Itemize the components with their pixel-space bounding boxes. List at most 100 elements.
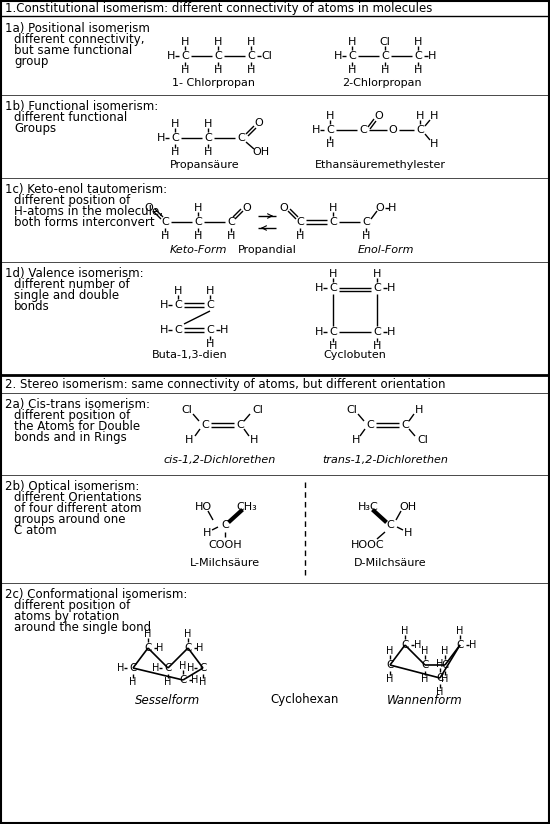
Text: atoms by rotation: atoms by rotation: [14, 610, 119, 623]
Text: H: H: [428, 51, 436, 61]
Text: C: C: [329, 283, 337, 293]
Text: H: H: [199, 677, 207, 687]
Text: H: H: [181, 65, 189, 75]
Text: C: C: [416, 125, 424, 135]
Text: C: C: [386, 660, 394, 670]
Text: C: C: [366, 420, 374, 430]
Text: C: C: [171, 133, 179, 143]
Text: H: H: [204, 147, 212, 157]
Text: H₃C: H₃C: [358, 502, 378, 512]
Text: H: H: [387, 283, 395, 293]
Text: group: group: [14, 55, 48, 68]
Text: Groups: Groups: [14, 122, 56, 135]
Text: Cyclohexan: Cyclohexan: [271, 694, 339, 706]
Text: 1b) Functional isomerism:: 1b) Functional isomerism:: [5, 100, 158, 113]
Text: H: H: [315, 327, 323, 337]
Text: H: H: [469, 640, 477, 650]
Text: C: C: [247, 51, 255, 61]
Text: C: C: [206, 325, 214, 335]
Text: H: H: [326, 111, 334, 121]
Text: H: H: [247, 37, 255, 47]
Text: HO: HO: [195, 502, 212, 512]
Text: 2c) Conformational isomerism:: 2c) Conformational isomerism:: [5, 588, 188, 601]
Text: H: H: [296, 231, 304, 241]
Text: C: C: [362, 217, 370, 227]
Text: Buta-1,3-dien: Buta-1,3-dien: [152, 350, 228, 360]
Text: H: H: [387, 327, 395, 337]
Text: Sesselform: Sesselform: [135, 694, 201, 706]
Text: H: H: [329, 269, 337, 279]
Text: D-Milchsäure: D-Milchsäure: [354, 558, 426, 568]
Text: C: C: [359, 125, 367, 135]
Text: C: C: [144, 643, 152, 653]
Text: but same functional: but same functional: [14, 44, 132, 57]
Text: around the single bond: around the single bond: [14, 621, 151, 634]
Text: different position of: different position of: [14, 409, 130, 422]
Text: single and double: single and double: [14, 289, 119, 302]
Text: H: H: [191, 675, 199, 685]
Text: 2a) Cis-trans isomerism:: 2a) Cis-trans isomerism:: [5, 398, 150, 411]
Text: H: H: [206, 339, 214, 349]
Text: H: H: [171, 119, 179, 129]
Text: H: H: [348, 65, 356, 75]
Text: 2-Chlorpropan: 2-Chlorpropan: [342, 78, 422, 88]
Text: Cl: Cl: [262, 51, 272, 61]
Text: C: C: [441, 660, 449, 670]
Text: 1.Constitutional isomerism: different connectivity of atoms in molecules: 1.Constitutional isomerism: different co…: [5, 2, 432, 15]
Text: C: C: [381, 51, 389, 61]
Text: C: C: [237, 133, 245, 143]
Text: 1d) Valence isomerism:: 1d) Valence isomerism:: [5, 267, 144, 280]
Text: H: H: [129, 677, 137, 687]
Text: C: C: [129, 663, 137, 673]
Text: H: H: [402, 626, 409, 636]
Text: H: H: [250, 435, 258, 445]
Text: C: C: [161, 217, 169, 227]
Text: C: C: [181, 51, 189, 61]
Text: C: C: [227, 217, 235, 227]
Text: C: C: [386, 520, 394, 530]
Text: Cl: Cl: [182, 405, 192, 415]
Text: OH: OH: [252, 147, 270, 157]
Text: C: C: [329, 217, 337, 227]
Text: 1- Chlorpropan: 1- Chlorpropan: [173, 78, 256, 88]
Text: Propansäure: Propansäure: [170, 160, 240, 170]
Text: C: C: [402, 640, 409, 650]
Text: H: H: [144, 629, 152, 639]
Text: C: C: [201, 420, 209, 430]
Text: H: H: [171, 147, 179, 157]
Text: H: H: [348, 37, 356, 47]
Text: H: H: [456, 626, 464, 636]
Text: H: H: [185, 435, 193, 445]
Text: different position of: different position of: [14, 194, 130, 207]
Text: H: H: [174, 286, 182, 296]
Text: C: C: [373, 327, 381, 337]
Text: different connectivity,: different connectivity,: [14, 33, 145, 46]
Text: H-atoms in the molecule,: H-atoms in the molecule,: [14, 205, 163, 218]
Text: H: H: [152, 663, 160, 673]
Text: 2. Stereo isomerism: same connectivity of atoms, but different orientation: 2. Stereo isomerism: same connectivity o…: [5, 377, 446, 391]
Text: H: H: [421, 646, 428, 656]
Text: C: C: [348, 51, 356, 61]
Text: H: H: [416, 111, 424, 121]
Text: H: H: [196, 643, 204, 653]
Text: different number of: different number of: [14, 278, 130, 291]
Text: H: H: [206, 286, 214, 296]
Text: Cl: Cl: [252, 405, 263, 415]
Text: H: H: [421, 674, 428, 684]
Text: bonds: bonds: [14, 300, 50, 313]
Text: H: H: [386, 674, 394, 684]
Text: O: O: [279, 203, 288, 213]
Text: H: H: [160, 300, 168, 310]
Text: C: C: [179, 675, 186, 685]
Text: C: C: [184, 643, 192, 653]
Text: Cl: Cl: [379, 37, 390, 47]
Text: C: C: [164, 663, 172, 673]
Text: H: H: [352, 435, 360, 445]
Text: H: H: [414, 65, 422, 75]
Text: H: H: [404, 528, 412, 538]
Text: bonds and in Rings: bonds and in Rings: [14, 431, 127, 444]
Text: O: O: [243, 203, 251, 213]
Text: Cl: Cl: [417, 435, 428, 445]
Text: H: H: [373, 269, 381, 279]
Text: 1a) Positional isomerism: 1a) Positional isomerism: [5, 22, 150, 35]
